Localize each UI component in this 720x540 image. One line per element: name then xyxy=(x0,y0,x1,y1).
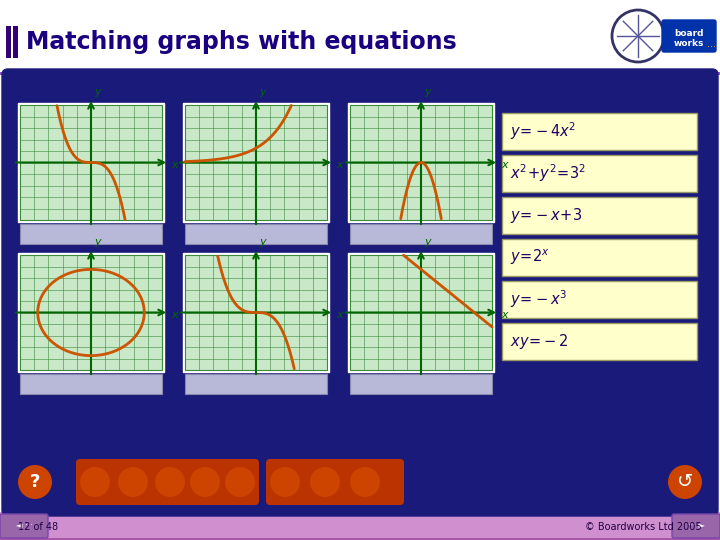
FancyBboxPatch shape xyxy=(672,514,720,538)
FancyBboxPatch shape xyxy=(2,69,718,516)
FancyBboxPatch shape xyxy=(502,155,697,192)
FancyBboxPatch shape xyxy=(502,197,697,234)
FancyBboxPatch shape xyxy=(0,538,720,540)
Circle shape xyxy=(668,465,702,499)
Text: x: x xyxy=(336,309,343,320)
Circle shape xyxy=(612,10,664,62)
FancyBboxPatch shape xyxy=(20,224,162,244)
FancyBboxPatch shape xyxy=(6,26,11,58)
FancyBboxPatch shape xyxy=(185,224,327,244)
Text: x: x xyxy=(171,309,178,320)
FancyBboxPatch shape xyxy=(502,323,697,360)
Circle shape xyxy=(18,465,52,499)
Text: x: x xyxy=(171,159,178,170)
FancyBboxPatch shape xyxy=(10,455,714,509)
Text: x: x xyxy=(501,159,508,170)
Text: ?: ? xyxy=(30,473,40,491)
FancyBboxPatch shape xyxy=(13,26,18,58)
Text: $y\!=\!-x\!+\!3$: $y\!=\!-x\!+\!3$ xyxy=(510,206,582,225)
Text: $y\!=\!-x^3$: $y\!=\!-x^3$ xyxy=(510,289,567,310)
Text: ↺: ↺ xyxy=(677,472,693,491)
FancyBboxPatch shape xyxy=(0,512,720,540)
FancyBboxPatch shape xyxy=(350,374,492,394)
FancyBboxPatch shape xyxy=(76,459,259,505)
Circle shape xyxy=(118,467,148,497)
Circle shape xyxy=(80,467,110,497)
FancyBboxPatch shape xyxy=(266,459,404,505)
Text: $x^2\!+\!y^2\!=\!3^2$: $x^2\!+\!y^2\!=\!3^2$ xyxy=(510,163,586,184)
FancyBboxPatch shape xyxy=(183,103,329,222)
Text: y: y xyxy=(424,87,431,97)
Text: board: board xyxy=(674,29,703,37)
FancyBboxPatch shape xyxy=(350,105,492,220)
Text: $y\!=\!2^x$: $y\!=\!2^x$ xyxy=(510,248,550,267)
Text: y: y xyxy=(94,87,101,97)
Text: 12 of 48: 12 of 48 xyxy=(18,522,58,532)
FancyBboxPatch shape xyxy=(20,105,162,220)
FancyBboxPatch shape xyxy=(20,374,162,394)
FancyBboxPatch shape xyxy=(185,105,327,220)
FancyBboxPatch shape xyxy=(18,253,164,372)
Circle shape xyxy=(310,467,340,497)
Text: ◄ ···: ◄ ··· xyxy=(16,522,32,530)
FancyBboxPatch shape xyxy=(348,103,494,222)
FancyBboxPatch shape xyxy=(0,0,720,72)
FancyBboxPatch shape xyxy=(502,281,697,318)
Circle shape xyxy=(270,467,300,497)
Text: x: x xyxy=(501,309,508,320)
Text: © Boardworks Ltd 2005: © Boardworks Ltd 2005 xyxy=(585,522,702,532)
Text: y: y xyxy=(424,237,431,247)
Circle shape xyxy=(225,467,255,497)
FancyBboxPatch shape xyxy=(350,255,492,370)
FancyBboxPatch shape xyxy=(348,253,494,372)
FancyBboxPatch shape xyxy=(662,20,716,52)
Text: $y\!=\!-4x^2$: $y\!=\!-4x^2$ xyxy=(510,120,576,143)
FancyBboxPatch shape xyxy=(185,374,327,394)
FancyBboxPatch shape xyxy=(185,255,327,370)
Circle shape xyxy=(190,467,220,497)
Text: y: y xyxy=(94,237,101,247)
Text: y: y xyxy=(259,87,266,97)
FancyBboxPatch shape xyxy=(18,103,164,222)
Text: ...: ... xyxy=(708,39,716,49)
FancyBboxPatch shape xyxy=(350,224,492,244)
Text: works: works xyxy=(674,38,704,48)
FancyBboxPatch shape xyxy=(502,239,697,276)
FancyBboxPatch shape xyxy=(502,113,697,150)
FancyBboxPatch shape xyxy=(183,253,329,372)
Text: Matching graphs with equations: Matching graphs with equations xyxy=(26,30,456,54)
FancyBboxPatch shape xyxy=(20,255,162,370)
Text: y: y xyxy=(259,237,266,247)
Circle shape xyxy=(350,467,380,497)
Text: x: x xyxy=(336,159,343,170)
Text: ··· ►: ··· ► xyxy=(688,522,704,530)
Text: $xy\!=\!-2$: $xy\!=\!-2$ xyxy=(510,332,569,351)
FancyBboxPatch shape xyxy=(0,72,720,75)
FancyBboxPatch shape xyxy=(0,514,48,538)
Circle shape xyxy=(155,467,185,497)
